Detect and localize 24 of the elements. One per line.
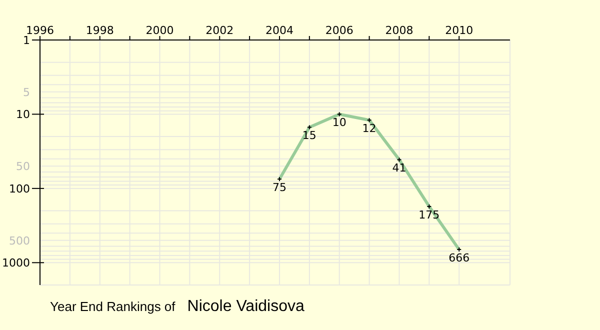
- x-tick-label: 2008: [385, 24, 414, 37]
- y-tick-label: 50: [16, 160, 30, 174]
- data-label: 666: [448, 251, 470, 264]
- text: Nicole Vaidisova: [187, 298, 304, 315]
- y-tick-label: 5: [23, 86, 30, 99]
- data-label: 15: [302, 129, 316, 142]
- y-tick-label: 1: [23, 34, 30, 47]
- y-tick-label: 1000: [2, 256, 30, 270]
- text: Year End Rankings of: [50, 299, 176, 314]
- data-label: 75: [272, 180, 286, 194]
- x-tick-label: 2006: [325, 24, 354, 37]
- y-tick-label: 10: [16, 108, 30, 122]
- data-label: 175: [418, 208, 440, 222]
- y-tick-label: 500: [9, 234, 30, 248]
- data-label: 10: [332, 116, 346, 130]
- x-tick-label: 2004: [265, 24, 294, 37]
- x-tick-label: 2000: [146, 24, 174, 37]
- y-tick-label: 100: [9, 182, 30, 196]
- x-tick-label: 2002: [206, 24, 234, 37]
- x-tick-label: 1998: [86, 24, 114, 37]
- data-label: 12: [362, 122, 376, 135]
- data-label: 41: [392, 162, 406, 175]
- x-tick-label: 1996: [26, 24, 54, 37]
- x-tick-label: 2010: [445, 24, 474, 37]
